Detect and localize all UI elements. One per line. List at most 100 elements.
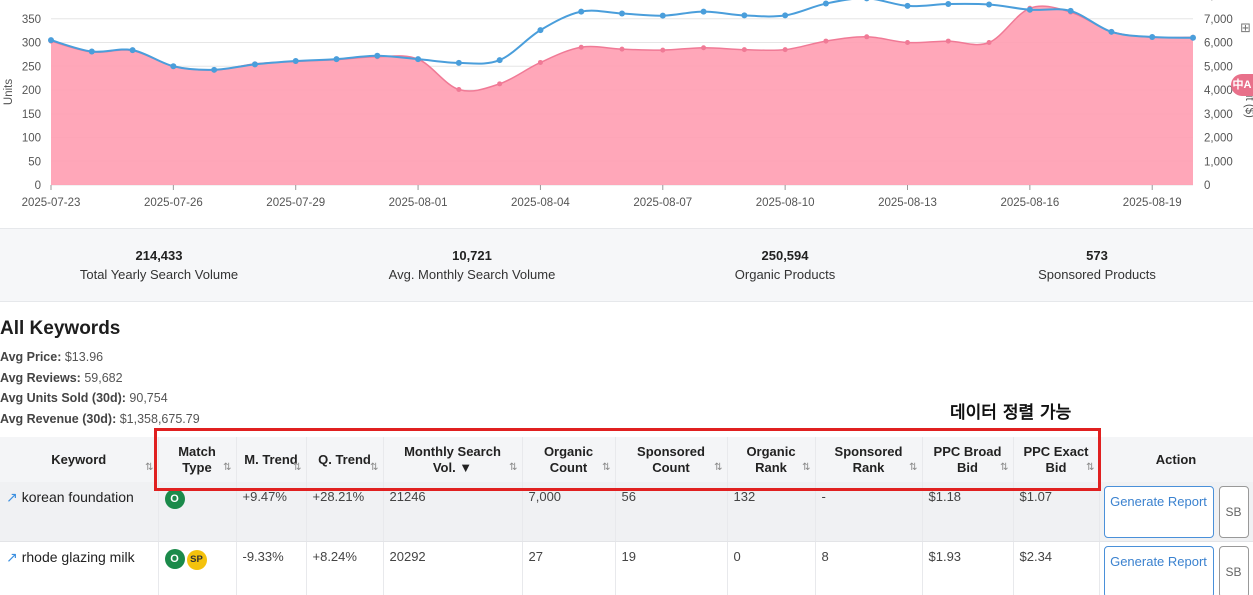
line-point	[170, 63, 177, 70]
sort-icon[interactable]: ⇅	[802, 462, 811, 473]
line-point	[537, 27, 544, 34]
y-tick-label-right: 6,000	[1204, 38, 1233, 50]
area-point	[701, 45, 707, 51]
line-point	[659, 12, 666, 19]
y-tick-label-left: 400	[22, 0, 41, 2]
sort-icon[interactable]: ⇅	[1086, 462, 1095, 473]
x-tick-label: 2025-08-07	[633, 197, 692, 209]
line-point	[496, 57, 503, 64]
stat-value: 250,594	[761, 248, 809, 263]
area-point	[782, 47, 788, 53]
grid-icon[interactable]: ⊞	[1240, 20, 1251, 35]
y-tick-label-right: 2,000	[1204, 133, 1233, 145]
col-match-type[interactable]: Match Type ⇅	[158, 437, 237, 482]
series-area-fill	[51, 6, 1193, 185]
y-tick-label-right: 8,000	[1204, 0, 1233, 2]
organic-count-cell: 7,000	[522, 482, 616, 542]
col-keyword[interactable]: Keyword ⇅	[0, 437, 159, 482]
col-sponsored-count[interactable]: Sponsored Count ⇅	[615, 437, 728, 482]
y-tick-label-left: 150	[22, 109, 41, 121]
area-point	[905, 40, 910, 45]
sort-icon[interactable]: ⇅	[223, 462, 232, 473]
line-point	[1026, 6, 1033, 13]
ppc-broad-cell: $1.18	[922, 482, 1014, 542]
y-tick-label-right: 7,000	[1204, 14, 1233, 26]
x-tick-label: 2025-08-19	[1123, 197, 1182, 209]
sb-button[interactable]: SB	[1218, 545, 1249, 595]
ppc-broad-cell: $1.93	[922, 541, 1014, 595]
area-point	[619, 46, 625, 52]
monthly-search-cell: 20292	[383, 541, 523, 595]
external-link-icon[interactable]: ↗	[6, 548, 18, 565]
sort-icon[interactable]: ⇅	[145, 462, 154, 473]
sort-icon[interactable]: ⇅	[509, 462, 518, 473]
y-axis-label-right: unit ($)	[1243, 82, 1253, 118]
m-trend-cell: -9.33%	[236, 541, 307, 595]
line-point	[1190, 34, 1196, 41]
sort-icon[interactable]: ⇅	[602, 462, 611, 473]
y-axis-label: Units	[3, 79, 15, 105]
translate-icon[interactable]: 中A	[1231, 74, 1253, 96]
area-point	[660, 47, 666, 53]
stat-label: Total Yearly Search Volume	[79, 267, 239, 282]
table-row: ↗ korean foundation O +9.47% +28.21% 2124…	[0, 482, 1253, 542]
stat-label: Organic Products	[734, 267, 836, 282]
ppc-exact-cell: $2.34	[1013, 541, 1100, 595]
col-monthly-search-vol[interactable]: Monthly Search Vol. ▼ ⇅	[383, 437, 523, 482]
line-point	[211, 66, 218, 73]
x-tick-label: 2025-07-23	[22, 197, 81, 209]
section-title: All Keywords	[0, 318, 121, 339]
generate-report-button[interactable]: Generate Report	[1103, 486, 1214, 538]
sb-button[interactable]: SB	[1218, 486, 1249, 538]
x-tick-label: 2025-08-04	[511, 197, 570, 209]
area-point	[945, 38, 951, 44]
stat-value: 214,433	[135, 248, 183, 263]
avg-units-sold: Avg Units Sold (30d): 90,754	[0, 391, 168, 405]
area-point	[497, 81, 503, 87]
action-cell: Generate ReportSB	[1099, 541, 1253, 595]
monthly-search-cell: 21246	[383, 482, 523, 542]
match-type-cell: O	[158, 482, 237, 542]
organic-count-cell: 27	[522, 541, 616, 595]
y-tick-label-left: 100	[22, 133, 41, 145]
col-sponsored-rank[interactable]: Sponsored Rank ⇅	[815, 437, 923, 482]
y-tick-label-left: 0	[35, 180, 41, 192]
q-trend-cell: +28.21%	[306, 482, 384, 542]
col-organic-rank[interactable]: Organic Rank ⇅	[727, 437, 816, 482]
col-ppc-exact-bid[interactable]: PPC Exact Bid ⇅	[1013, 437, 1100, 482]
col-ppc-broad-bid[interactable]: PPC Broad Bid ⇅	[922, 437, 1014, 482]
sort-icon[interactable]: ⇅	[909, 462, 918, 473]
line-point	[333, 56, 340, 63]
area-point	[864, 34, 870, 40]
line-point	[129, 47, 136, 54]
line-point	[945, 1, 952, 8]
line-point	[1108, 28, 1115, 35]
sort-icon[interactable]: ⇅	[714, 462, 723, 473]
line-point	[741, 12, 748, 19]
sponsored-badge: SP	[186, 549, 207, 570]
col-q-trend[interactable]: Q. Trend ⇅	[306, 437, 384, 482]
area-point	[986, 40, 992, 45]
sortable-annotation: 데이터 정렬 가능	[950, 403, 1072, 423]
y-tick-label-left: 250	[22, 61, 41, 73]
line-point	[88, 48, 95, 55]
organic-badge: O	[164, 548, 185, 569]
sort-icon[interactable]: ⇅	[1000, 462, 1009, 473]
keyword-cell: ↗ korean foundation	[0, 482, 159, 542]
y-tick-label-right: 0	[1204, 180, 1210, 192]
area-point	[823, 38, 829, 44]
col-organic-count[interactable]: Organic Count ⇅	[522, 437, 616, 482]
stat-label: Sponsored Products	[1038, 267, 1156, 282]
col-m-trend[interactable]: M. Trend ⇅	[236, 437, 307, 482]
table-row: ↗ rhode glazing milk O SP -9.33% +8.24% 20…	[0, 541, 1253, 595]
external-link-icon[interactable]: ↗	[6, 489, 18, 505]
generate-report-button[interactable]: Generate Report	[1103, 545, 1214, 595]
x-tick-label: 2025-08-13	[878, 197, 937, 209]
line-point	[904, 2, 911, 9]
sort-icon[interactable]: ⇅	[370, 462, 379, 473]
summary-stats-bar: 214,433 Total Yearly Search Volume 10,72…	[0, 228, 1253, 302]
x-tick-label: 2025-08-10	[756, 197, 815, 209]
area-point	[537, 59, 543, 65]
stat-total-yearly-search: 214,433 Total Yearly Search Volume	[9, 248, 309, 282]
sort-icon[interactable]: ⇅	[293, 462, 302, 473]
